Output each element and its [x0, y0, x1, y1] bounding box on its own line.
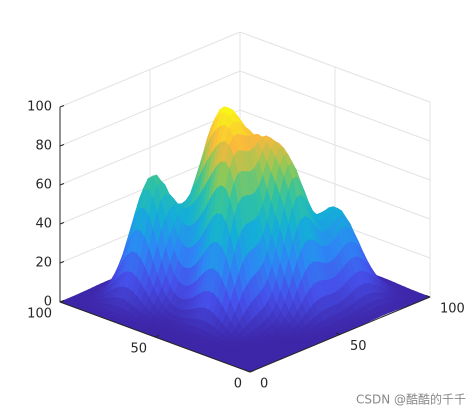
z-tick-label: 100 [27, 100, 52, 115]
watermark: CSDN @酷酷的千千 [356, 392, 466, 407]
z-tick-label: 60 [35, 178, 52, 193]
z-tick-label: 40 [35, 217, 52, 232]
y-tick-label: 100 [27, 307, 52, 322]
x-tick-label: 100 [440, 302, 465, 317]
z-tick-label: 20 [35, 256, 52, 271]
x-tick-label: 0 [260, 377, 268, 392]
y-tick-label: 0 [234, 377, 242, 392]
z-tick-label: 80 [35, 139, 52, 154]
y-tick-label: 50 [130, 342, 147, 357]
x-tick-label: 50 [350, 339, 367, 354]
